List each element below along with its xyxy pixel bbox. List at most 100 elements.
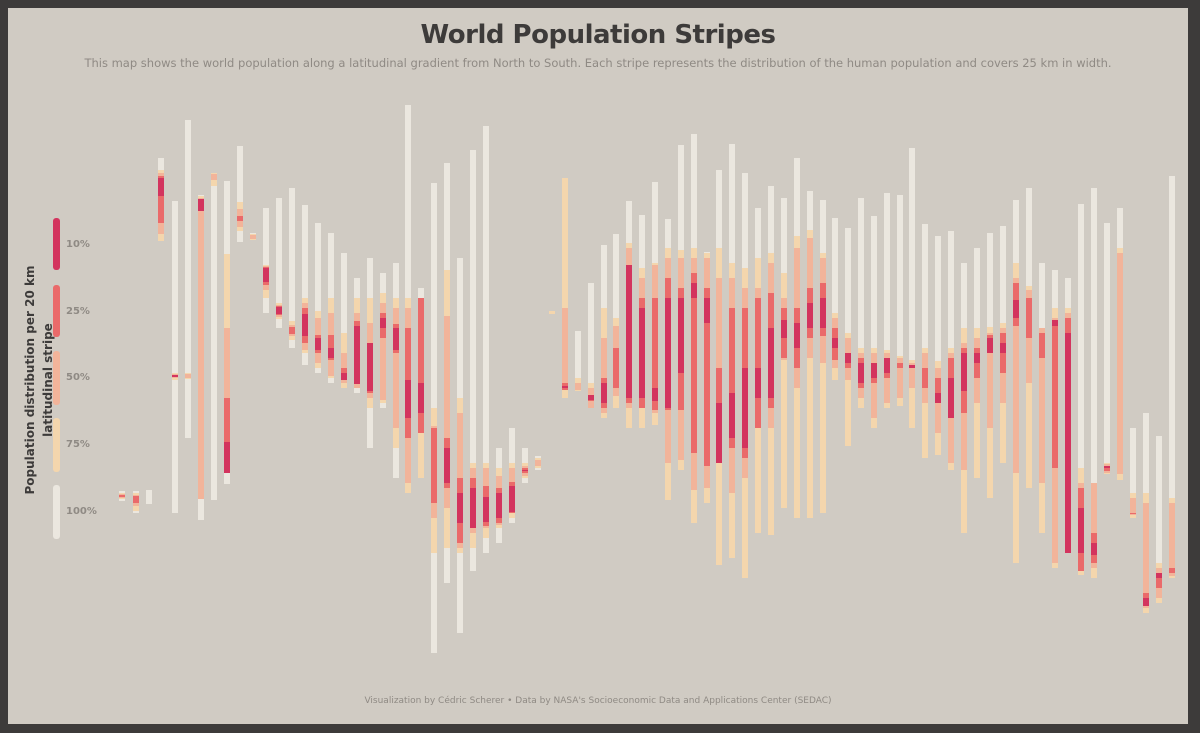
stripe-80-band-3 [1156, 573, 1162, 588]
chart-frame: World Population Stripes This map shows … [8, 8, 1188, 724]
stripe-81-band-2 [1169, 503, 1175, 576]
stripe-79-band-2 [1143, 503, 1149, 608]
stripe-61-band-2 [909, 363, 915, 388]
stripe-68-band-4 [1000, 343, 1006, 353]
stripe-63-band-3 [935, 378, 941, 403]
stripe-62-band-0 [922, 224, 928, 458]
stripe-15-band-0 [315, 223, 321, 373]
stripe-74-band-4 [1078, 508, 1084, 553]
stripe-75-band-4 [1091, 543, 1097, 555]
stripe-37-band-4 [601, 383, 607, 403]
stripe-26-band-4 [457, 493, 463, 523]
stripe-52-band-4 [794, 323, 800, 348]
stripe-37-band-2 [601, 338, 607, 413]
stripe-19-band-4 [367, 343, 373, 391]
stripe-59-band-4 [884, 358, 890, 373]
legend-swatch-25 [53, 285, 60, 337]
stripe-71-band-3 [1039, 333, 1045, 358]
stripe-7-band-2 [211, 174, 217, 180]
stripe-6-band-4 [198, 199, 204, 211]
stripe-25-band-4 [444, 448, 450, 483]
stripe-16-band-4 [328, 348, 334, 358]
stripe-58-band-0 [871, 216, 877, 428]
stripe-44-band-4 [691, 283, 697, 298]
stripe-54-band-4 [820, 298, 826, 328]
stripe-43-band-4 [678, 298, 684, 373]
stripe-63-band-0 [935, 236, 941, 455]
stripe-45-band-4 [704, 298, 710, 323]
stripe-31-band-4 [522, 470, 528, 471]
stripe-55-band-4 [832, 338, 838, 348]
stripe-77-band-2 [1117, 253, 1123, 474]
stripe-74-band-0 [1078, 204, 1084, 575]
stripe-57-band-0 [858, 198, 864, 408]
stripe-4-band-0 [172, 201, 178, 513]
stripe-48-band-4 [742, 368, 748, 448]
stripe-25-band-2 [444, 316, 450, 508]
stripe-11-band-0 [263, 208, 269, 313]
stripe-75-band-0 [1091, 188, 1097, 578]
stripe-55-band-0 [832, 218, 838, 380]
stripe-34-band-1 [562, 178, 568, 398]
stripe-59-band-0 [884, 193, 890, 408]
stripe-21-band-4 [393, 328, 399, 350]
stripe-81-band-3 [1169, 568, 1175, 573]
stripe-80-band-0 [1156, 436, 1162, 603]
stripe-49-band-4 [755, 368, 761, 398]
legend-swatch-100 [53, 485, 60, 539]
stripe-62-band-3 [922, 368, 928, 388]
stripe-0-band-3 [119, 495, 125, 497]
stripe-12-band-0 [276, 198, 282, 328]
stripe-56-band-1 [845, 333, 851, 446]
stripe-8-band-4 [224, 442, 230, 473]
stripes-plot [119, 105, 1175, 653]
stripe-51-band-4 [781, 320, 787, 338]
stripe-70-band-1 [1026, 286, 1032, 488]
stripe-22-band-4 [405, 380, 411, 418]
stripe-61-band-0 [909, 148, 915, 428]
stripe-35-band-0 [575, 331, 581, 391]
chart-caption: Visualization by Cédric Scherer • Data b… [364, 696, 832, 706]
stripe-38-band-3 [613, 348, 619, 388]
stripe-4-band-4 [172, 375, 178, 377]
stripe-69-band-2 [1013, 278, 1019, 473]
stripe-73-band-4 [1065, 333, 1071, 553]
stripe-29-band-4 [496, 493, 502, 518]
stripe-60-band-2 [897, 358, 903, 398]
stripe-44-band-3 [691, 273, 697, 453]
stripe-11-band-4 [263, 268, 269, 282]
stripe-27-band-0 [470, 150, 476, 571]
stripe-69-band-4 [1013, 300, 1019, 318]
stripe-28-band-4 [483, 497, 489, 522]
stripe-36-band-4 [588, 395, 594, 400]
stripe-6-band-2 [198, 198, 204, 499]
legend-label-25: 25% [66, 306, 90, 317]
stripe-49-band-3 [755, 298, 761, 428]
stripe-41-band-4 [652, 388, 658, 401]
stripe-13-band-0 [289, 188, 295, 348]
stripe-27-band-4 [470, 488, 476, 528]
stripe-30-band-4 [509, 486, 515, 512]
stripe-42-band-4 [665, 298, 671, 408]
legend-label-50: 50% [66, 372, 90, 383]
stripe-9-band-3 [237, 216, 243, 221]
stripe-66-band-4 [974, 353, 980, 363]
chart-subtitle: This map shows the world population alon… [84, 56, 1112, 70]
stripe-70-band-3 [1026, 298, 1032, 338]
stripe-23-band-4 [418, 383, 424, 413]
stripe-47-band-3 [729, 308, 735, 448]
stripe-3-band-4 [158, 178, 164, 196]
stripe-65-band-4 [961, 353, 967, 391]
stripe-9-band-0 [237, 146, 243, 242]
stripe-12-band-4 [276, 307, 282, 314]
stripe-2-band-0 [146, 490, 152, 504]
stripe-78-band-2 [1130, 498, 1136, 515]
stripe-14-band-0 [302, 205, 308, 365]
stripe-63-band-4 [935, 393, 941, 403]
stripe-71-band-2 [1039, 328, 1045, 483]
stripe-14-band-4 [302, 314, 308, 336]
stripe-58-band-4 [871, 363, 877, 378]
stripe-17-band-4 [341, 373, 347, 380]
stripe-34-band-2 [562, 308, 568, 388]
stripe-17-band-0 [341, 253, 347, 388]
